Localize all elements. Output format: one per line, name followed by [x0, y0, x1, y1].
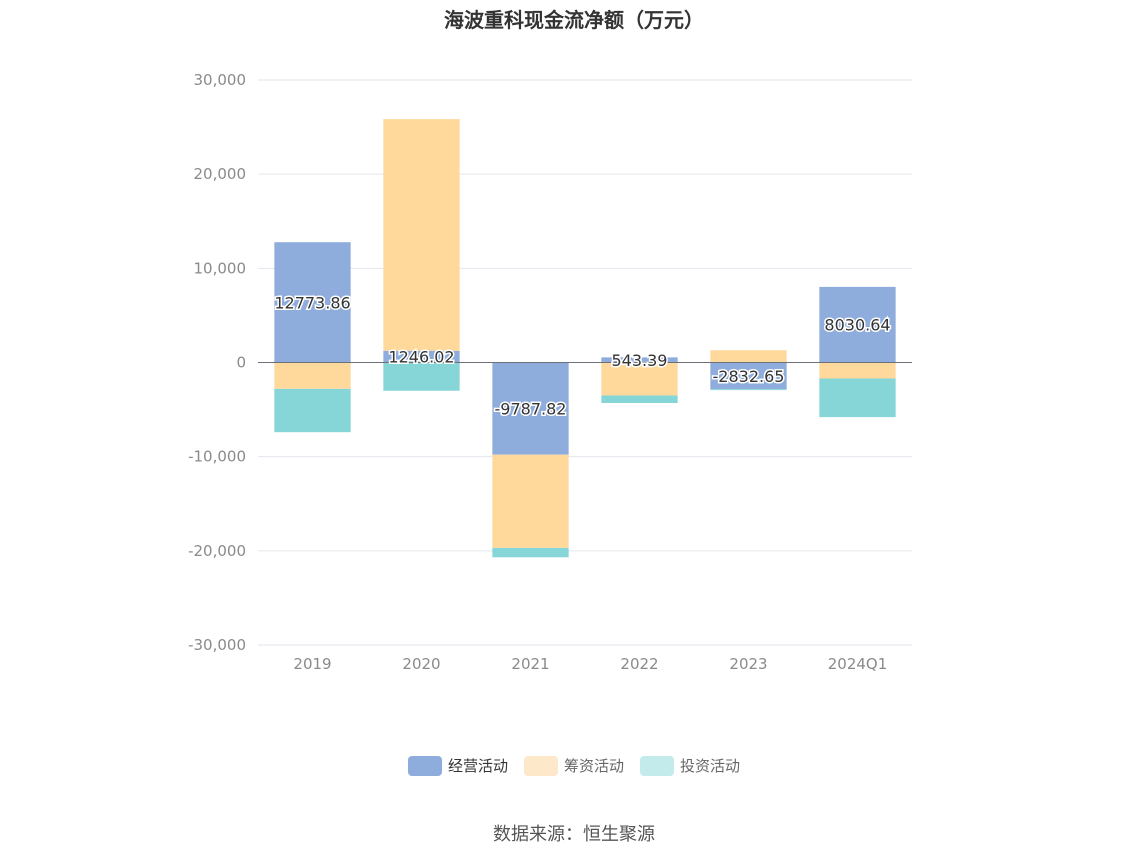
source-note: 数据来源：恒生聚源: [493, 824, 655, 845]
y-tick-label: -30,000: [188, 636, 246, 654]
bar-1-2021: [492, 362, 569, 455]
bar-3-2024Q1: [819, 378, 896, 418]
data-label: 1246.02: [388, 348, 454, 367]
bar-3-2021: [492, 547, 569, 558]
x-tick-label: 2021: [511, 655, 549, 673]
bar-2-2022: [601, 362, 678, 396]
chart-plot: -30,000 -20,000 -10,000 0 10,000 20,000 30,000…: [188, 71, 912, 673]
x-axis-labels: 2019 2020 2021 2022 2023 2024Q1: [293, 655, 887, 673]
bar-3-2023: [710, 389, 787, 391]
bar-1-2020: [383, 350, 460, 363]
y-tick-label: 0: [236, 354, 246, 372]
bar-3-2019: [274, 388, 351, 433]
data-label: 12773.86: [274, 293, 350, 312]
legend: 经营活动 筹资活动 投资活动: [0, 755, 1148, 776]
grid-lines: [258, 79, 912, 646]
data-label: 8030.64: [824, 316, 890, 335]
bar-2-2021: [492, 454, 569, 548]
legend-label: 经营活动: [447, 757, 508, 775]
y-tick-label: 10,000: [194, 259, 247, 277]
data-labels: 12773.86 1246.02 -9787.82 543.39 -2832.65 803…: [273, 292, 892, 420]
y-tick-label: 20,000: [194, 165, 247, 183]
legend-item-3[interactable]: 投资活动: [640, 755, 740, 776]
y-tick-label: -10,000: [188, 448, 246, 466]
y-tick-label: 30,000: [194, 71, 247, 89]
legend-item-2[interactable]: 筹资活动: [523, 755, 624, 776]
bar-2-2020: [383, 119, 460, 351]
legend-item-1[interactable]: 经营活动: [407, 755, 508, 776]
data-label: -9787.82: [495, 400, 567, 419]
legend-label: 筹资活动: [563, 757, 624, 775]
data-label: -2832.65: [713, 367, 785, 386]
x-tick-label: 2019: [293, 655, 331, 673]
bar-2-2019: [274, 362, 351, 389]
bar-1-2023: [710, 362, 787, 390]
x-tick-label: 2024Q1: [828, 655, 888, 673]
legend-swatch: [640, 755, 674, 776]
bar-3-2020: [383, 362, 460, 391]
x-tick-label: 2020: [402, 655, 440, 673]
bar-2-2024Q1: [819, 362, 896, 379]
bar-3-2022: [601, 395, 678, 403]
data-label: 543.39: [612, 351, 668, 370]
chart-title: 海波重科现金流净额（万元）: [444, 8, 704, 32]
bar-1-2022: [601, 357, 678, 363]
x-tick-label: 2023: [729, 655, 767, 673]
y-axis-labels: -30,000 -20,000 -10,000 0 10,000 20,000 30,000: [188, 71, 246, 654]
bars: [274, 119, 896, 558]
bar-1-2019: [274, 242, 351, 363]
legend-swatch: [523, 755, 558, 776]
legend-swatch: [407, 755, 442, 776]
x-tick-label: 2022: [620, 655, 658, 673]
legend-label: 投资活动: [680, 757, 741, 775]
bar-2-2023: [710, 350, 787, 363]
bar-1-2024Q1: [819, 286, 896, 363]
y-tick-label: -20,000: [188, 542, 246, 560]
